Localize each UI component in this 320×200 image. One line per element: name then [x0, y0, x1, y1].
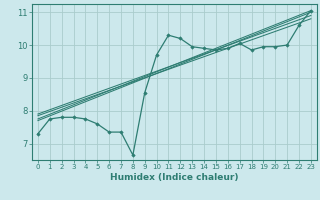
- X-axis label: Humidex (Indice chaleur): Humidex (Indice chaleur): [110, 173, 239, 182]
